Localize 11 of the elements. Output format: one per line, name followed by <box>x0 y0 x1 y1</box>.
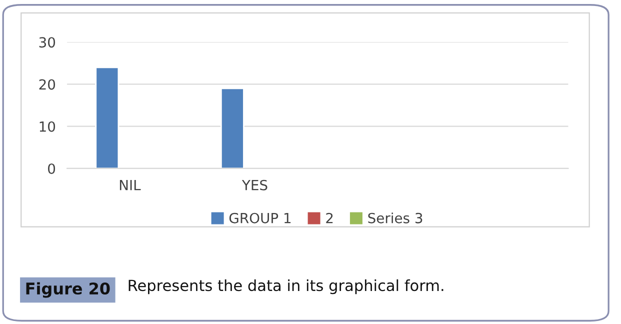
text: Represents the data in its graphical form. <box>128 279 444 294</box>
legend-label: GROUP 1 <box>229 212 291 224</box>
x-tick-label: NIL <box>120 180 141 190</box>
y-tick-label: 10 <box>40 121 56 132</box>
caption: Figure 20 <box>26 282 110 298</box>
y-tick-label: 30 <box>39 37 56 48</box>
y-tick-label: 20 <box>39 79 56 90</box>
y-tick-label: 0 <box>48 163 56 174</box>
x-tick-label: YES <box>242 180 268 190</box>
legend-label: 2 <box>326 212 333 224</box>
legend-label: Series 3 <box>368 212 422 224</box>
